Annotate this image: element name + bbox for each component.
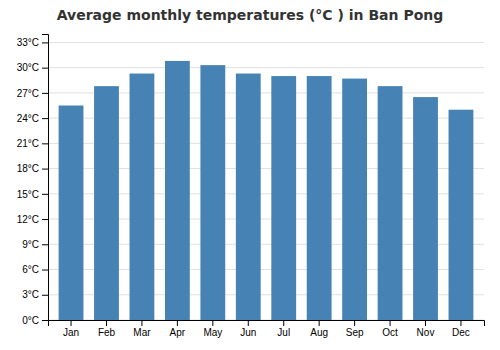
y-tick: 15°C — [17, 189, 48, 200]
tick-mark — [319, 320, 320, 326]
tick-label: 30°C — [17, 62, 39, 73]
axis-line — [49, 321, 485, 327]
tick-label: Jan — [63, 327, 79, 338]
grid — [48, 42, 484, 320]
tick-label: 24°C — [17, 113, 39, 124]
title: Average monthly temperatures (°C ) in Ba… — [57, 7, 444, 23]
tick-label: 0°C — [22, 315, 39, 326]
y-tick: 6°C — [22, 264, 48, 275]
tick-mark — [248, 320, 249, 326]
tick-mark — [42, 93, 48, 94]
y-tick: 12°C — [17, 214, 48, 225]
x-tick: May — [203, 320, 222, 338]
tick-mark — [106, 320, 107, 326]
bar — [130, 74, 155, 320]
tick-mark — [177, 320, 178, 326]
tick-label: 15°C — [17, 189, 39, 200]
tick-label: Jun — [240, 327, 256, 338]
grid-line — [48, 67, 484, 68]
bar — [236, 74, 261, 320]
tick-mark — [42, 143, 48, 144]
tick-label: Dec — [452, 327, 470, 338]
bars — [59, 61, 474, 320]
tick-label: 27°C — [17, 88, 39, 99]
y-tick: 27°C — [17, 88, 48, 99]
x-tick: Apr — [170, 320, 186, 338]
tick-label: 21°C — [17, 138, 39, 149]
y-tick: 0°C — [22, 315, 48, 326]
y-axis: 0°C 3°C 6°C 9°C 12°C 15°C 18°C 21°C 24°C 27°C 30°C… — [17, 35, 49, 326]
grid-line — [48, 42, 484, 43]
y-tick: 18°C — [17, 163, 48, 174]
x-tick: Jul — [277, 320, 290, 338]
bar — [413, 97, 438, 320]
bar — [378, 86, 403, 320]
tick-label: Feb — [98, 327, 116, 338]
tick-label: Nov — [417, 327, 435, 338]
tick-mark — [42, 169, 48, 170]
tick-label: 12°C — [17, 214, 39, 225]
plot: 0°C 3°C 6°C 9°C 12°C 15°C 18°C 21°C 24°C 27°C 30°C… — [17, 35, 485, 339]
x-tick: Feb — [98, 320, 116, 338]
x-tick: Jan — [63, 320, 79, 338]
tick-label: 3°C — [22, 289, 39, 300]
axis-line — [42, 35, 49, 321]
x-tick: Mar — [133, 320, 151, 338]
y-tick: 3°C — [22, 289, 48, 300]
tick-label: Sep — [346, 327, 364, 338]
tick-mark — [141, 320, 142, 326]
tick-label: 9°C — [22, 239, 39, 250]
x-tick: Aug — [310, 320, 328, 338]
tick-mark — [42, 68, 48, 69]
bar — [94, 86, 119, 320]
bar — [449, 110, 474, 320]
y-tick: 24°C — [17, 113, 48, 124]
tick-mark — [390, 320, 391, 326]
chart: 0°C 3°C 6°C 9°C 12°C 15°C 18°C 21°C 24°C 27°C 30°C… — [0, 0, 500, 350]
tick-mark — [42, 42, 48, 43]
tick-mark — [212, 320, 213, 326]
tick-label: May — [203, 327, 222, 338]
y-tick: 9°C — [22, 239, 48, 250]
tick-label: 33°C — [17, 37, 39, 48]
x-tick: Oct — [382, 320, 398, 338]
tick-label: Mar — [133, 327, 151, 338]
bar — [271, 76, 296, 320]
tick-mark — [42, 320, 48, 321]
tick-mark — [42, 295, 48, 296]
x-axis: Jan Feb Mar Apr May Jun Jul Aug Sep Oct Nov Dec — [49, 320, 485, 338]
x-tick: Sep — [346, 320, 364, 338]
tick-label: 6°C — [22, 264, 39, 275]
tick-label: Aug — [310, 327, 328, 338]
tick-mark — [42, 194, 48, 195]
y-tick: 30°C — [17, 62, 48, 73]
tick-mark — [460, 320, 461, 326]
bar — [342, 79, 367, 320]
tick-mark — [71, 320, 72, 326]
tick-mark — [42, 219, 48, 220]
tick-label: 18°C — [17, 163, 39, 174]
tick-mark — [42, 118, 48, 119]
tick-mark — [42, 244, 48, 245]
y-tick: 21°C — [17, 138, 48, 149]
bar — [307, 76, 332, 320]
x-tick: Dec — [452, 320, 470, 338]
tick-label: Apr — [170, 327, 186, 338]
tick-mark — [283, 320, 284, 326]
x-tick: Jun — [240, 320, 256, 338]
bar — [200, 65, 225, 320]
tick-mark — [425, 320, 426, 326]
bar — [59, 106, 84, 321]
tick-mark — [354, 320, 355, 326]
x-tick: Nov — [417, 320, 435, 338]
y-tick: 33°C — [17, 37, 48, 48]
tick-mark — [42, 270, 48, 271]
tick-label: Jul — [277, 327, 290, 338]
bar — [165, 61, 190, 320]
tick-label: Oct — [382, 327, 398, 338]
